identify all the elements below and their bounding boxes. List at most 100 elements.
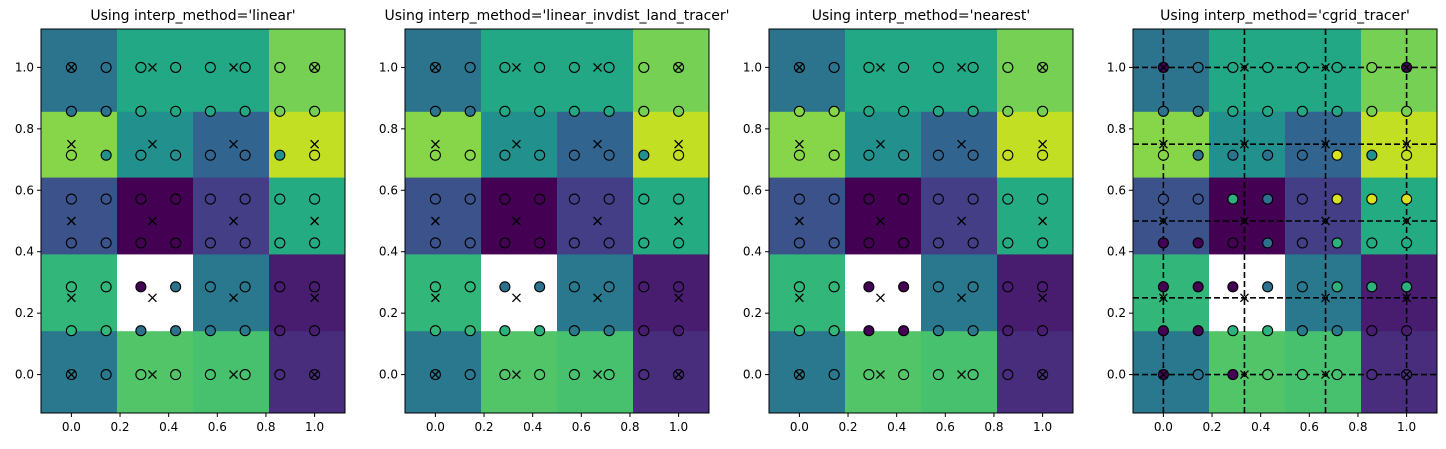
particle-point bbox=[967, 105, 979, 117]
particle-point bbox=[863, 237, 875, 249]
particle-point bbox=[1296, 325, 1308, 337]
particle-point bbox=[1366, 105, 1378, 117]
particle-point bbox=[1227, 281, 1239, 293]
cell-center-marker bbox=[66, 216, 76, 226]
marker-stroke bbox=[957, 62, 967, 72]
x-tick-label: 0.2 bbox=[838, 420, 857, 434]
particle-point bbox=[65, 193, 77, 205]
x-tick-label: 0.8 bbox=[1348, 420, 1367, 434]
marker-stroke bbox=[1402, 62, 1412, 72]
heatmap-cell bbox=[405, 111, 482, 178]
cell-center-marker bbox=[430, 216, 440, 226]
particle-point bbox=[1262, 281, 1274, 293]
cell-center-marker bbox=[1239, 139, 1249, 149]
cell-center-marker bbox=[674, 293, 684, 303]
cell-center-marker bbox=[957, 62, 967, 72]
particle-point bbox=[967, 149, 979, 161]
heatmap-cell bbox=[193, 253, 270, 332]
cell-center-marker bbox=[1239, 216, 1249, 226]
heatmap-cell bbox=[1133, 253, 1210, 332]
marker-stroke bbox=[1402, 370, 1412, 380]
y-tick-label: 0.0 bbox=[379, 368, 398, 382]
marker-stroke bbox=[875, 216, 885, 226]
x-tick-label: 1.0 bbox=[1033, 420, 1052, 434]
cell-center-marker bbox=[1402, 293, 1412, 303]
particle-point bbox=[309, 149, 321, 161]
y-tick-label: 0.6 bbox=[743, 183, 762, 197]
cell-center-marker bbox=[147, 370, 157, 380]
marker-stroke bbox=[1158, 370, 1168, 380]
particle-point bbox=[135, 237, 147, 249]
particle-point bbox=[309, 281, 321, 293]
particle-point bbox=[1037, 193, 1049, 205]
cell-center-marker bbox=[593, 139, 603, 149]
marker-stroke bbox=[511, 62, 521, 72]
particle-point bbox=[534, 105, 546, 117]
particle-point bbox=[499, 237, 511, 249]
particle-point bbox=[170, 281, 182, 293]
particle-point bbox=[274, 105, 286, 117]
cell-center-marker bbox=[511, 139, 521, 149]
particle-point bbox=[1296, 149, 1308, 161]
heatmap-cell bbox=[921, 111, 998, 178]
particle-point bbox=[100, 237, 112, 249]
y-tick-label: 0.8 bbox=[379, 122, 398, 136]
particle-point bbox=[828, 281, 840, 293]
particle-point bbox=[429, 149, 441, 161]
particle-point bbox=[568, 325, 580, 337]
particle-point bbox=[100, 105, 112, 117]
heatmap-cell bbox=[845, 177, 922, 255]
particle-point bbox=[1227, 325, 1239, 337]
y-tick-label: 0.8 bbox=[15, 122, 34, 136]
cell-center-marker bbox=[794, 293, 804, 303]
y-tick-label: 0.8 bbox=[743, 122, 762, 136]
particle-point bbox=[170, 61, 182, 73]
cell-center-marker bbox=[794, 370, 804, 380]
particle-point bbox=[204, 325, 216, 337]
heatmap-cell bbox=[557, 253, 634, 332]
particle-point bbox=[1366, 281, 1378, 293]
cell-center-marker bbox=[229, 293, 239, 303]
marker-stroke bbox=[229, 62, 239, 72]
particle-point bbox=[135, 369, 147, 381]
particle-point bbox=[100, 61, 112, 73]
particle-point bbox=[274, 369, 286, 381]
marker-stroke bbox=[957, 216, 967, 226]
particle-point bbox=[828, 149, 840, 161]
particle-point bbox=[135, 61, 147, 73]
axes-frame bbox=[768, 28, 1074, 414]
particle-point bbox=[499, 105, 511, 117]
cell-center-marker bbox=[1239, 293, 1249, 303]
particle-point bbox=[828, 325, 840, 337]
particle-point bbox=[135, 193, 147, 205]
marker-stroke bbox=[593, 62, 603, 72]
x-tick-label: 0.0 bbox=[790, 420, 809, 434]
cell-center-marker bbox=[957, 216, 967, 226]
cell-center-marker bbox=[593, 293, 603, 303]
particle-point bbox=[828, 193, 840, 205]
particle-point bbox=[1227, 61, 1239, 73]
particle-point bbox=[932, 281, 944, 293]
particle-point bbox=[1331, 325, 1343, 337]
particle-point bbox=[464, 193, 476, 205]
particle-point bbox=[638, 325, 650, 337]
cell-center-marker bbox=[147, 216, 157, 226]
marker-stroke bbox=[430, 370, 440, 380]
particle-point bbox=[863, 105, 875, 117]
marker-stroke bbox=[593, 370, 603, 380]
particle-point bbox=[1002, 61, 1014, 73]
marker-stroke bbox=[1239, 139, 1249, 149]
particle-point bbox=[568, 193, 580, 205]
particle-point bbox=[603, 61, 615, 73]
particle-point bbox=[170, 237, 182, 249]
marker-stroke bbox=[1239, 293, 1249, 303]
plot-area bbox=[1133, 29, 1437, 413]
marker-stroke bbox=[147, 139, 157, 149]
marker-stroke bbox=[430, 139, 440, 149]
particle-point bbox=[204, 281, 216, 293]
cell-center-marker bbox=[875, 62, 885, 72]
heatmap-cell bbox=[921, 253, 998, 332]
particle-point bbox=[464, 237, 476, 249]
x-tick-label: 0.8 bbox=[620, 420, 639, 434]
particle-point bbox=[863, 193, 875, 205]
